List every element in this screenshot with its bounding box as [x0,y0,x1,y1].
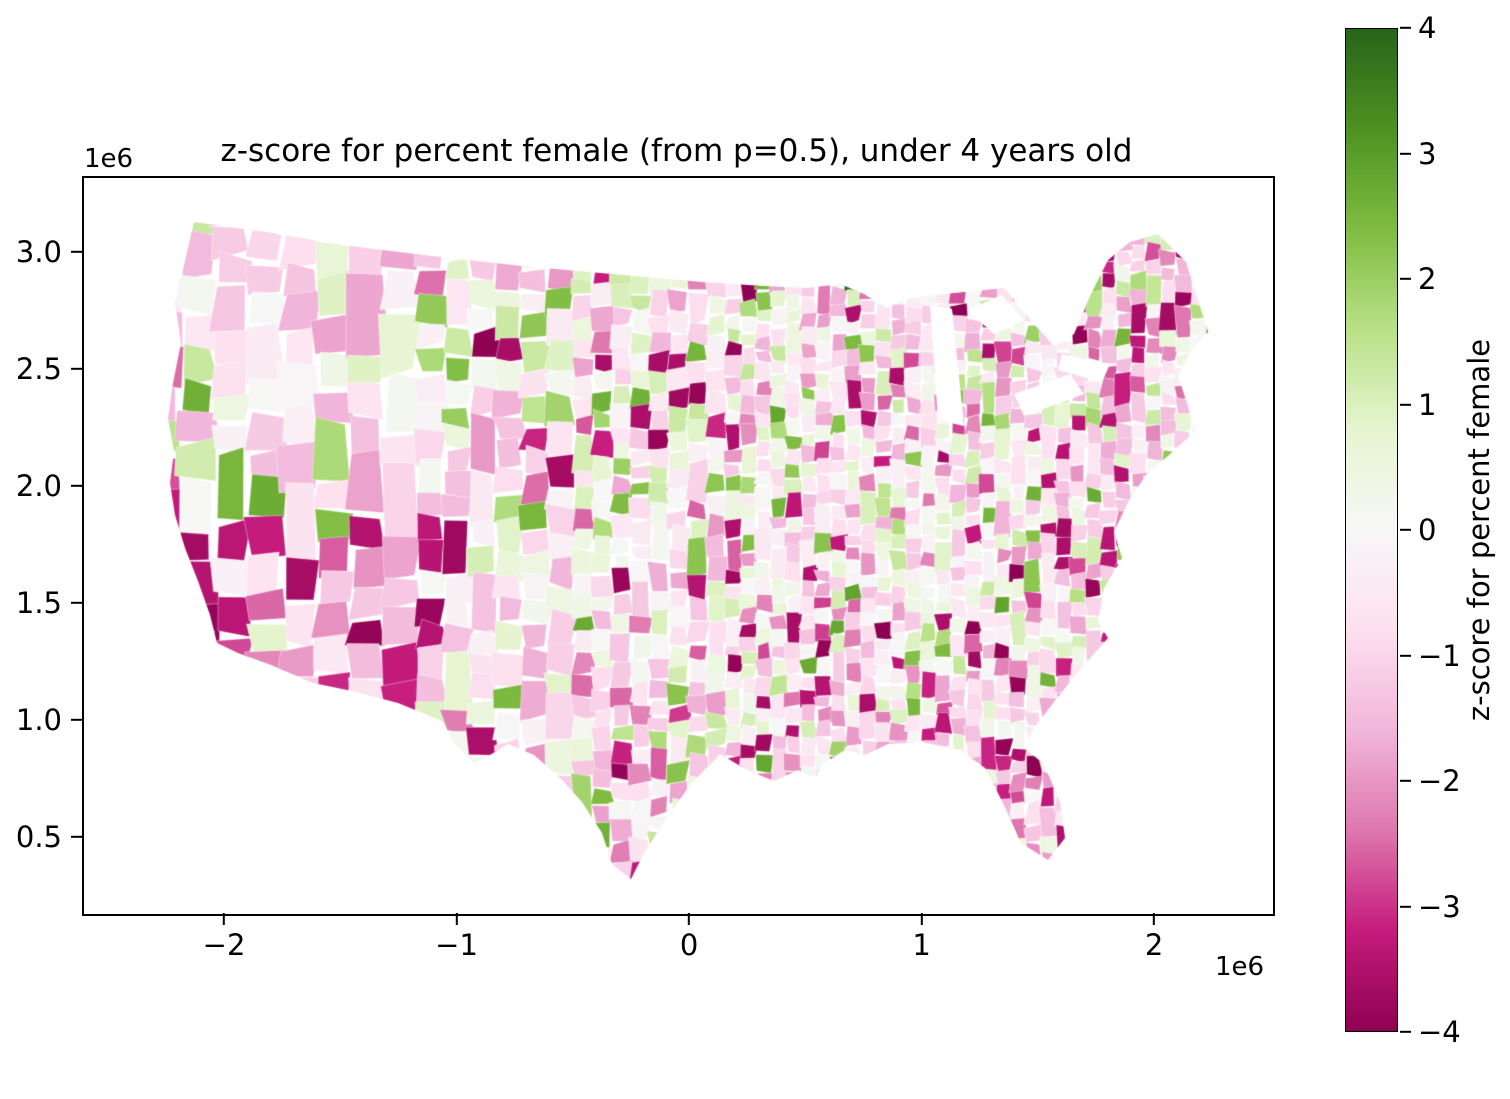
x-tick-mark [920,913,923,925]
x-tick-mark [1152,913,1156,925]
y-axis-offset-label: 1e6 [84,144,134,174]
colorbar-tick-mark [1400,152,1411,155]
colorbar-tick-mark [1400,26,1411,30]
y-tick-mark [71,250,83,254]
colorbar-tick-label: 0 [1418,513,1437,547]
colorbar-gradient [1345,28,1398,1032]
x-tick-mark [222,913,226,925]
colorbar-tick-label: 4 [1418,11,1437,45]
y-tick-label: 3.0 [15,235,62,269]
y-tick-label: 2.0 [15,469,62,503]
colorbar-tick-mark [1400,654,1411,657]
colorbar-tick-mark [1400,403,1411,406]
x-tick-label: −2 [202,928,246,962]
colorbar-tick-mark [1400,905,1411,908]
colorbar-tick-mark [1400,1030,1411,1034]
colorbar-tick-label: −4 [1418,1015,1461,1049]
y-tick-label: 0.5 [15,820,62,854]
colorbar-tick-mark [1400,277,1411,281]
us-county-choropleth-map [84,178,1273,914]
x-tick-label: 2 [1144,928,1164,962]
x-tick-label: −1 [435,928,478,962]
x-tick-mark [455,913,458,925]
y-tick-label: 1.5 [15,586,62,620]
y-tick-mark [71,484,83,488]
y-tick-mark [71,367,83,371]
chart-title: z-score for percent female (from p=0.5),… [220,133,1133,169]
x-tick-mark [687,913,691,925]
y-tick-mark [71,835,83,839]
colorbar-tick-mark [1400,779,1411,783]
colorbar-tick-label: 3 [1418,136,1437,171]
colorbar-tick-label: −2 [1418,764,1461,798]
x-axis-offset-label: 1e6 [1215,952,1265,982]
plot-area [82,176,1275,916]
colorbar-tick-label: 2 [1418,262,1437,296]
y-tick-mark [71,601,83,605]
colorbar-tick-label: 1 [1418,387,1437,422]
colorbar-tick-mark [1400,528,1411,532]
colorbar-tick-label: −1 [1418,638,1461,673]
y-tick-mark [71,718,83,722]
x-tick-label: 1 [912,928,931,962]
colorbar-tick-label: −3 [1418,889,1461,924]
y-tick-label: 2.5 [15,352,62,386]
colorbar-label: z-score for percent female [1462,338,1496,722]
y-tick-label: 1.0 [15,703,62,737]
x-tick-label: 0 [679,928,699,962]
